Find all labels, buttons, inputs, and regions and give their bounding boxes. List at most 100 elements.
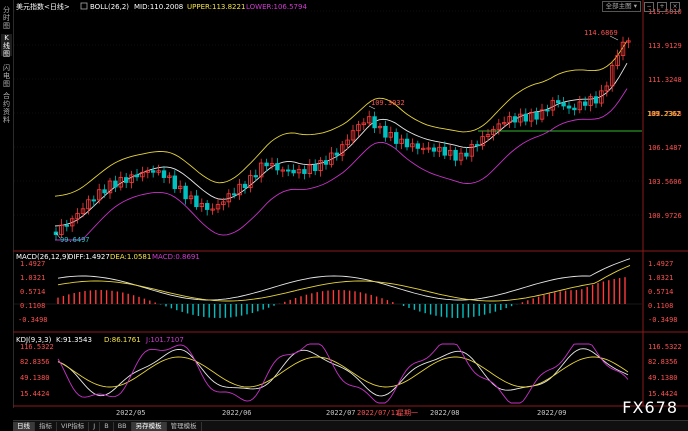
mid-high-annotation: 109.3032 xyxy=(371,99,405,107)
sidebar-tab-contract-info[interactable]: 合约资料 xyxy=(3,92,10,124)
kdj-k: K:91.3543 xyxy=(56,336,92,344)
candles xyxy=(53,36,631,241)
candle-body xyxy=(393,132,399,144)
boll-upper: UPPER:113.8221 xyxy=(187,3,245,11)
candle-body xyxy=(529,111,534,122)
macd-dea: DEA:1.0581 xyxy=(110,253,151,261)
candle-body xyxy=(107,180,113,194)
macd-tick: 0.1108 xyxy=(648,302,673,310)
candle-body xyxy=(345,139,350,146)
macd-tick: 1.4927 xyxy=(648,260,673,268)
candle-body xyxy=(588,96,593,106)
candle-body xyxy=(377,125,383,129)
sidebar-tab-lightning[interactable]: 闪电图 xyxy=(3,64,10,88)
candle-body xyxy=(539,109,545,120)
candle-body xyxy=(145,170,150,173)
macd-tick: 1.0321 xyxy=(648,274,673,282)
candle-body xyxy=(150,170,156,173)
kdj-j-line xyxy=(57,343,629,404)
candle-body xyxy=(604,85,609,92)
candle-body xyxy=(361,122,366,126)
candle-body xyxy=(615,55,620,67)
tab-bb[interactable]: BB xyxy=(114,421,132,431)
candle-body xyxy=(550,100,555,111)
cursor-date: 2022/07/11 xyxy=(357,409,399,417)
time-tick: 2022/05 xyxy=(116,409,146,417)
candle-body xyxy=(339,144,345,156)
candle-body xyxy=(204,203,210,210)
high-annotation-pointer xyxy=(609,35,619,41)
candle-body xyxy=(415,143,420,149)
close-icon[interactable]: × xyxy=(670,1,680,12)
candle-body xyxy=(285,169,291,172)
tab-manage-template[interactable]: 管理模板 xyxy=(167,421,202,431)
candle-body xyxy=(583,101,588,106)
candle-body xyxy=(194,195,199,208)
time-tick: 2022/08 xyxy=(430,409,460,417)
candle-body xyxy=(453,149,458,161)
candle-body xyxy=(269,163,275,167)
macd-tick-left: 1.4927 xyxy=(20,260,45,268)
macd-tick-left: -0.3498 xyxy=(18,316,48,324)
candle-body xyxy=(356,124,361,132)
tab-b[interactable]: B xyxy=(100,421,114,431)
candle-body xyxy=(458,152,464,161)
candle-body xyxy=(280,169,285,172)
kdj-tick: 49.1380 xyxy=(648,374,678,382)
candle-body xyxy=(221,201,226,205)
tab-indicator[interactable]: 指标 xyxy=(35,421,57,431)
time-axis: 2022/05 2022/06 2022/07 2022/07/11 星期一 2… xyxy=(116,409,567,417)
candle-body xyxy=(561,102,566,107)
candle-body xyxy=(248,175,253,189)
sidebar-tab-kline[interactable]: K线图 xyxy=(1,34,12,58)
candle-body xyxy=(507,116,512,124)
tab-save-template[interactable]: 另存模板 xyxy=(131,421,167,431)
candle-body xyxy=(388,132,393,138)
candle-body xyxy=(318,160,323,172)
candle-body xyxy=(302,169,307,174)
candle-body xyxy=(512,116,518,123)
candle-body xyxy=(599,90,604,104)
candle-body xyxy=(199,203,204,208)
price-tick: 108.7368 xyxy=(648,110,682,118)
candle-body xyxy=(242,183,248,189)
main-chart-dropdown[interactable]: 全部主图 ▾ xyxy=(601,1,641,12)
candle-body xyxy=(485,134,491,138)
candle-body xyxy=(140,171,145,178)
kdj-tick-left: 49.1380 xyxy=(20,374,50,382)
candle-body xyxy=(237,183,242,196)
plus-icon[interactable]: + xyxy=(657,1,667,12)
kdj-tick-left: 15.4424 xyxy=(20,390,50,398)
chevron-down-icon: ▾ xyxy=(633,2,637,10)
indicator-toggle-icon[interactable] xyxy=(80,2,88,10)
chart-title: 美元指数<日线> xyxy=(16,2,70,11)
tab-vip-indicator[interactable]: VIP指标 xyxy=(57,421,90,431)
low-annotation-pointer xyxy=(55,232,61,239)
boll-label: BOLL(26,2) xyxy=(90,3,129,11)
minus-icon[interactable]: − xyxy=(644,1,654,12)
candle-body xyxy=(59,224,64,235)
candle-body xyxy=(426,147,431,150)
candle-body xyxy=(64,224,69,227)
tab-daily[interactable]: 日线 xyxy=(13,421,35,431)
header-controls: 全部主图 ▾ − + × xyxy=(601,1,680,12)
macd-tick: 0.5714 xyxy=(648,288,673,296)
time-tick: 2022/07 xyxy=(326,409,356,417)
candle-body xyxy=(491,128,496,136)
boll-lower: LOWER:106.5794 xyxy=(246,3,307,11)
macd-axis: 1.4927 1.0321 0.5714 0.1108 -0.3498 1.49… xyxy=(18,260,678,324)
sidebar-tab-timeshare[interactable]: 分时图 xyxy=(3,6,10,30)
price-tick: 100.9726 xyxy=(648,212,682,220)
candle-body xyxy=(188,195,194,200)
candle-body xyxy=(323,160,329,165)
price-tick: 113.9129 xyxy=(648,42,682,50)
candle-body xyxy=(593,96,599,104)
kdj-tick-left: 116.5322 xyxy=(20,343,54,351)
tab-j[interactable]: J xyxy=(89,421,101,431)
price-tick: 106.1487 xyxy=(648,144,682,152)
candle-body xyxy=(258,162,264,178)
macd-title: MACD(26,12,9) xyxy=(16,253,69,261)
macd-tick-left: 0.1108 xyxy=(20,302,45,310)
price-tick: 115.5010 xyxy=(648,8,682,16)
